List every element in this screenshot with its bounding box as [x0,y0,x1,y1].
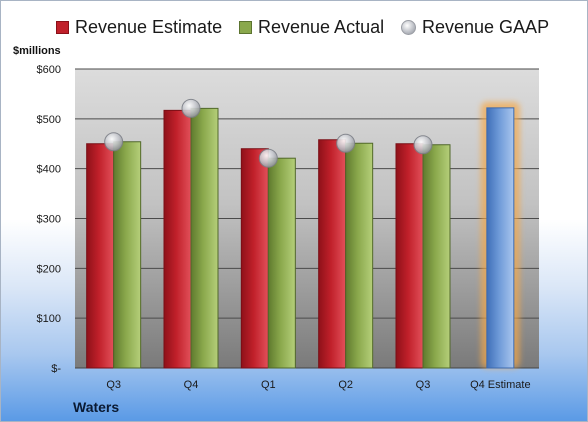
y-axis-unit-label: $millions [13,45,61,57]
x-tick-label: Q2 [338,379,353,391]
bar-estimate [163,109,192,369]
gaap-marker [104,132,124,152]
bar-actual [190,107,219,369]
x-tick-label: Q3 [416,379,431,391]
gaap-marker [336,133,356,153]
bar-actual [267,157,296,369]
legend-swatch-actual [239,21,252,34]
y-tick-label: $500 [37,114,61,126]
y-tick-label: $300 [37,214,61,226]
legend-item-actual: Revenue Actual [239,17,384,38]
x-tick-label: Q4 [184,379,199,391]
bar-estimate [240,148,269,369]
bar-estimate [395,143,424,369]
bar-forecast [486,107,515,369]
legend-item-gaap: Revenue GAAP [401,17,549,38]
gaap-marker [413,135,433,155]
company-name: Waters [73,399,120,415]
legend-label-actual: Revenue Actual [258,17,385,37]
legend-item-estimate: Revenue Estimate [56,17,222,38]
gaap-marker [181,98,201,118]
bar-actual [345,142,374,369]
x-tick-label: Q3 [106,379,121,391]
bar-actual [113,141,142,369]
y-tick-label: $100 [37,313,61,325]
y-tick-label: $400 [37,164,61,176]
bar-estimate [318,139,347,369]
y-tick-label: $600 [37,64,61,76]
bar-estimate [86,143,115,369]
x-tick-label: Q4 Estimate [470,379,531,391]
gaap-marker [258,148,278,168]
legend-label-gaap: Revenue GAAP [422,17,550,37]
legend-swatch-gaap [401,20,416,35]
legend-label-estimate: Revenue Estimate [75,17,223,37]
legend-swatch-estimate [56,21,69,34]
legend: Revenue Estimate Revenue Actual Revenue … [1,17,587,43]
y-tick-label: $- [51,363,61,375]
x-tick-label: Q1 [261,379,276,391]
y-tick-label: $200 [37,263,61,275]
bar-actual [422,144,451,369]
